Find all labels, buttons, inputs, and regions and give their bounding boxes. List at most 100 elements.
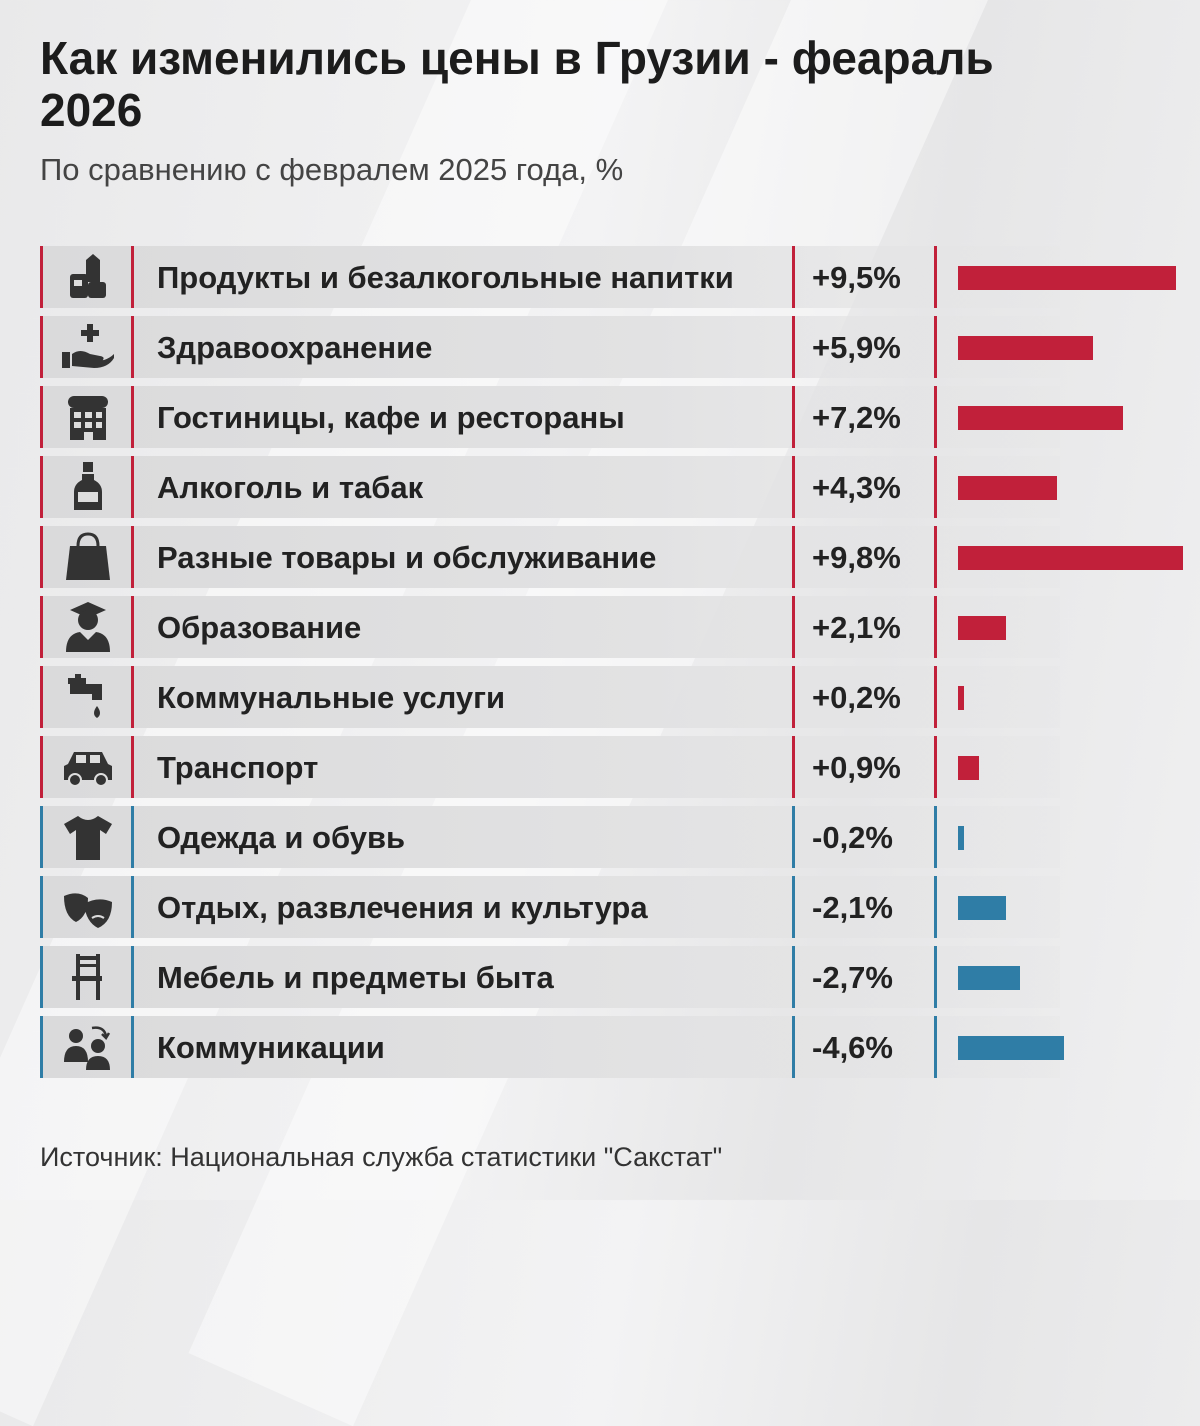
row-divider (131, 876, 134, 938)
row-divider (40, 316, 43, 378)
table-row: Образование +2,1% (40, 596, 1200, 658)
row-divider (131, 736, 134, 798)
row-divider (792, 946, 795, 1008)
data-label: -2,1% (812, 890, 893, 925)
category-label: Мебель и предметы быта (157, 960, 554, 995)
row-divider (792, 316, 795, 378)
table-row: Продукты и безалкогольные напитки +9,5% (40, 246, 1200, 308)
row-background (40, 316, 1060, 378)
faucet-icon (68, 674, 102, 718)
row-divider (40, 806, 43, 868)
row-divider (792, 246, 795, 308)
table-row: Здравоохранение +5,9% (40, 316, 1200, 378)
table-row: Алкоголь и табак +4,3% (40, 456, 1200, 518)
table-row: Гостиницы, кафе и рестораны +7,2% (40, 386, 1200, 448)
table-row: Транспорт +0,9% (40, 736, 1200, 798)
bar (958, 616, 1006, 640)
row-divider (40, 246, 43, 308)
row-divider (40, 736, 43, 798)
data-label: +5,9% (812, 330, 901, 365)
row-background (40, 666, 1060, 728)
data-label: +9,8% (812, 540, 901, 575)
row-divider (934, 666, 937, 728)
theater-masks-icon (64, 893, 112, 928)
row-background (40, 526, 1060, 588)
bar (958, 406, 1123, 430)
category-label: Гостиницы, кафе и рестораны (157, 400, 625, 435)
bar (958, 336, 1093, 360)
bar (958, 756, 979, 780)
table-row: Мебель и предметы быта -2,7% (40, 946, 1200, 1008)
row-divider (792, 596, 795, 658)
row-divider (131, 946, 134, 1008)
row-divider (934, 596, 937, 658)
row-divider (131, 316, 134, 378)
category-label: Транспорт (157, 750, 319, 785)
row-background (40, 806, 1060, 868)
data-label: -4,6% (812, 1030, 893, 1065)
hotel-icon (68, 396, 108, 440)
row-background (40, 946, 1060, 1008)
row-background (40, 596, 1060, 658)
row-divider (792, 1016, 795, 1078)
bar (958, 966, 1020, 990)
row-divider (40, 1016, 43, 1078)
data-label: +0,2% (812, 680, 901, 715)
page-subtitle: По сравнению с февралем 2025 года, % (40, 152, 624, 187)
category-label: Здравоохранение (157, 330, 433, 365)
row-background (40, 876, 1060, 938)
shopping-bag-icon (66, 532, 110, 580)
row-divider (131, 246, 134, 308)
data-label: -2,7% (812, 960, 893, 995)
row-divider (131, 526, 134, 588)
table-row: Разные товары и обслуживание +9,8% (40, 526, 1200, 588)
row-divider (131, 456, 134, 518)
category-label: Коммуникации (157, 1030, 385, 1065)
row-divider (934, 386, 937, 448)
category-label: Образование (157, 610, 362, 645)
row-background (40, 386, 1060, 448)
row-divider (792, 876, 795, 938)
category-label: Разные товары и обслуживание (157, 540, 657, 575)
bar (958, 546, 1183, 570)
graduate-icon (66, 602, 110, 652)
row-divider (934, 736, 937, 798)
bar (958, 476, 1057, 500)
row-divider (40, 386, 43, 448)
data-label: +9,5% (812, 260, 901, 295)
row-divider (131, 806, 134, 868)
category-label: Одежда и обувь (157, 820, 406, 855)
row-divider (934, 806, 937, 868)
category-label: Отдых, развлечения и культура (157, 890, 648, 925)
row-divider (792, 456, 795, 518)
bar (958, 896, 1006, 920)
row-divider (40, 946, 43, 1008)
grocery-icon (70, 254, 106, 298)
table-row: Отдых, развлечения и культура -2,1% (40, 876, 1200, 938)
row-divider (131, 666, 134, 728)
bar (958, 686, 964, 710)
row-divider (934, 456, 937, 518)
page-title: Как изменились цены в Грузии - феараль 2… (40, 32, 994, 136)
row-divider (792, 386, 795, 448)
row-divider (792, 666, 795, 728)
bar (958, 1036, 1064, 1060)
category-label: Продукты и безалкогольные напитки (157, 260, 734, 295)
row-divider (131, 1016, 134, 1078)
row-divider (934, 246, 937, 308)
row-background (40, 736, 1060, 798)
row-divider (40, 876, 43, 938)
car-icon (64, 752, 112, 787)
row-divider (934, 1016, 937, 1078)
row-divider (131, 596, 134, 658)
row-background (40, 246, 1060, 308)
tshirt-icon (64, 816, 112, 860)
row-divider (792, 526, 795, 588)
chair-icon (72, 954, 102, 1000)
row-divider (40, 596, 43, 658)
category-label: Алкоголь и табак (157, 470, 424, 505)
table-row: Коммунальные услуги +0,2% (40, 666, 1200, 728)
row-background (40, 1016, 1060, 1078)
bar (958, 266, 1176, 290)
row-divider (792, 806, 795, 868)
